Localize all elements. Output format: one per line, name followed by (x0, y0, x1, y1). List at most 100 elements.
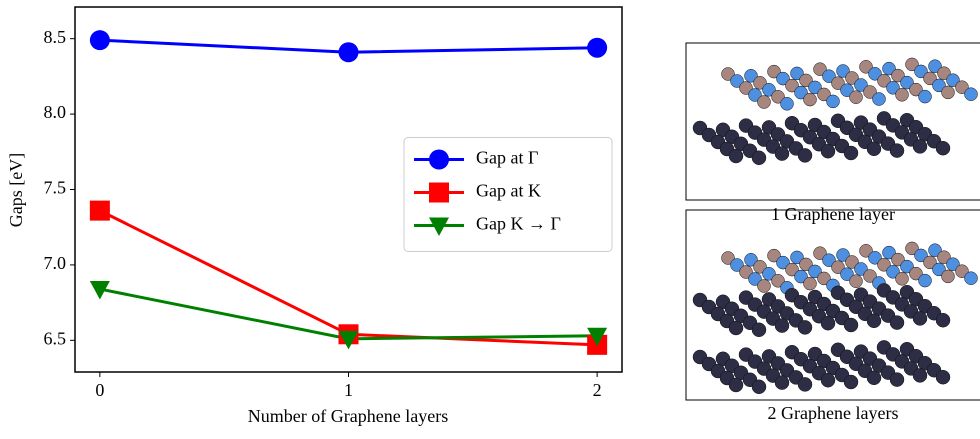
atom (854, 78, 868, 92)
atom (941, 269, 955, 284)
atom (780, 97, 794, 111)
atom (728, 377, 744, 393)
atom (739, 265, 753, 279)
x-tick-label: 1 (344, 380, 353, 400)
atom (840, 83, 854, 97)
panel-caption: 1 Graphene layer (771, 204, 895, 224)
atom (955, 264, 969, 278)
y-tick-label: 6.5 (44, 328, 67, 348)
legend-label: Gap at Γ (476, 148, 538, 168)
atom (859, 244, 873, 258)
atom (751, 150, 767, 166)
atom (914, 248, 928, 263)
structure-frame (685, 42, 980, 201)
marker (89, 30, 110, 51)
atom (843, 374, 859, 390)
atom (935, 140, 951, 156)
atom (790, 250, 804, 265)
x-tick-label: 2 (593, 380, 602, 400)
atom (774, 146, 790, 161)
x-axis-label: Number of Graphene layers (248, 406, 448, 426)
atom (744, 253, 758, 267)
atom (845, 255, 859, 269)
atom (912, 368, 928, 383)
atom (866, 313, 882, 329)
atom (817, 271, 831, 286)
atom (721, 67, 735, 81)
atom (774, 318, 790, 333)
legend-label: Gap at K (476, 181, 541, 201)
atom (797, 320, 813, 335)
atom (771, 274, 785, 288)
atom (843, 317, 859, 333)
atom (923, 71, 937, 86)
atom (964, 87, 978, 101)
atom (803, 92, 817, 107)
y-tick-label: 8.5 (44, 27, 67, 47)
atom (868, 251, 882, 265)
atom (762, 83, 776, 97)
atom (877, 74, 891, 88)
atom (889, 315, 905, 330)
atom (955, 80, 969, 94)
marker (587, 327, 608, 347)
atom (854, 262, 868, 276)
atom (831, 76, 845, 90)
atom (753, 76, 767, 90)
atom (767, 64, 781, 79)
marker (429, 217, 449, 236)
atom (935, 312, 951, 328)
atom (771, 90, 785, 104)
atom (914, 64, 928, 79)
atom (820, 315, 836, 331)
atom (820, 372, 836, 388)
marker (587, 37, 608, 58)
atom (849, 90, 863, 104)
atom (937, 250, 951, 264)
atom (882, 61, 896, 76)
atom (794, 85, 808, 100)
atom (730, 74, 744, 88)
atom (886, 265, 900, 279)
atom (836, 64, 850, 78)
atom (918, 89, 932, 104)
atom (757, 95, 771, 109)
x-tick-label: 0 (95, 380, 104, 400)
atom (721, 251, 735, 265)
atom (872, 92, 886, 106)
marker (89, 281, 110, 300)
atom (845, 71, 859, 85)
atom (849, 274, 863, 288)
atom (822, 69, 836, 83)
atom (748, 88, 762, 102)
atom (808, 80, 822, 95)
atom (774, 375, 790, 390)
atom (767, 248, 781, 263)
atom (928, 243, 942, 257)
atom (820, 143, 836, 159)
atom (797, 377, 813, 392)
structure-frame (685, 209, 980, 401)
atom (877, 258, 891, 272)
atom (813, 62, 827, 76)
atom (905, 57, 919, 72)
atom (918, 273, 932, 288)
atom (799, 73, 813, 88)
atom (964, 271, 978, 285)
atom (797, 148, 813, 163)
atom (730, 258, 744, 272)
atom (891, 68, 905, 83)
panel-caption: 2 Graphene layers (768, 403, 899, 423)
atom (937, 66, 951, 80)
atom (757, 279, 771, 293)
atom (794, 269, 808, 284)
atom (912, 311, 928, 326)
marker (429, 149, 449, 170)
atom (932, 262, 946, 277)
atom (923, 255, 937, 270)
atom (859, 60, 873, 74)
y-tick-label: 8.0 (44, 102, 67, 122)
marker (338, 42, 359, 63)
plot-frame (74, 6, 623, 373)
